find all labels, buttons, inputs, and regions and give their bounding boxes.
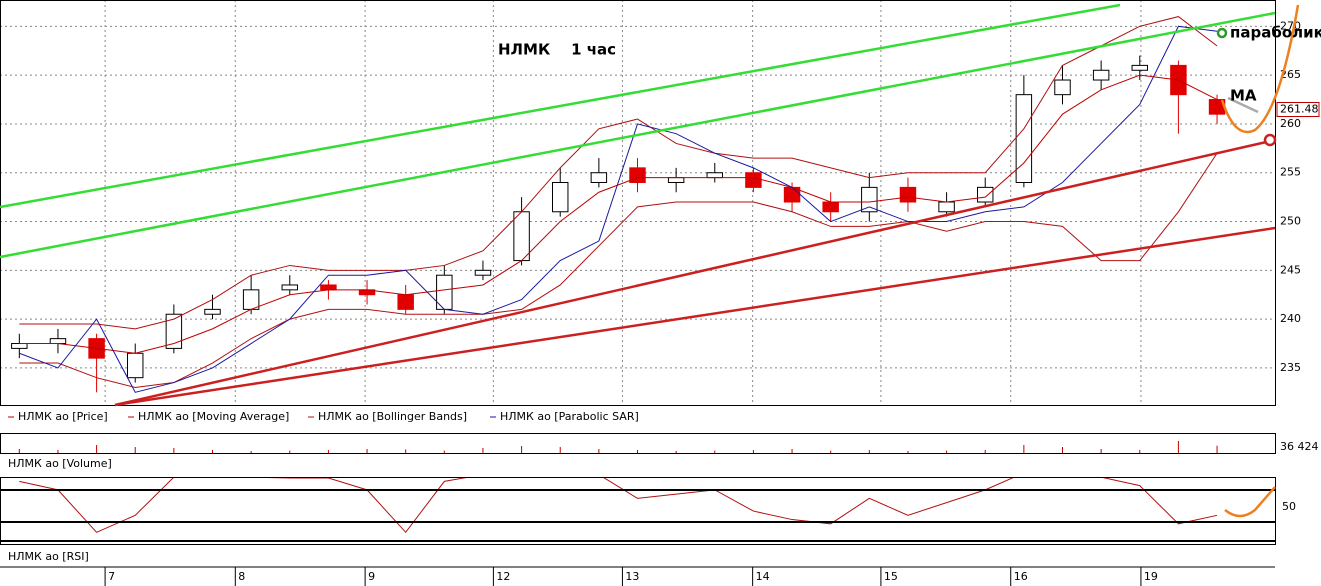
panel-label: НЛМК ао [Volume] — [8, 457, 112, 470]
y-tick-label: 255 — [1280, 166, 1301, 179]
candle-body — [1015, 94, 1033, 183]
x-tick-label: 14 — [756, 570, 770, 583]
band-lower — [19, 152, 1218, 388]
candle-body — [629, 167, 646, 183]
candle-body — [165, 313, 183, 349]
candle-body — [899, 186, 917, 203]
legend-entry: НЛМК ао [Bollinger Bands] — [318, 410, 467, 423]
rsi-line — [19, 478, 1218, 534]
candle-body — [552, 181, 569, 213]
x-tick-label: 8 — [238, 570, 245, 583]
indicator-line — [19, 74, 1218, 354]
price-panel — [0, 0, 1275, 405]
x-tick-label: 16 — [1014, 570, 1028, 583]
candle-body — [977, 186, 994, 203]
y-tick-label: 235 — [1280, 361, 1301, 374]
candle-body — [320, 284, 337, 291]
legend-entry: НЛМК ао [Moving Average] — [138, 410, 289, 423]
y-tick-label: 250 — [1280, 215, 1301, 228]
candle-body — [281, 284, 298, 291]
y-tick-label: 265 — [1280, 68, 1301, 81]
y-tick-label: 245 — [1280, 263, 1301, 276]
last-price-box — [1276, 101, 1320, 117]
x-tick-label: 9 — [368, 570, 375, 583]
candle-body — [474, 269, 492, 276]
indicator-line — [19, 25, 1218, 393]
legend-entry: НЛМК ао [Price] — [18, 410, 108, 423]
candle-body — [11, 343, 28, 349]
candle-body — [938, 201, 955, 213]
trend-lines — [0, 3, 1300, 518]
candle-body — [745, 172, 762, 188]
volume-last: 36 424 — [1280, 440, 1319, 453]
x-tick-label: 13 — [625, 570, 639, 583]
rsi-tick-label: 50 — [1282, 500, 1296, 513]
candle-body — [861, 186, 878, 213]
candle-body — [822, 201, 839, 213]
legend-entry: НЛМК ао [Parabolic SAR] — [500, 410, 639, 423]
candle-body — [49, 338, 67, 345]
last-price: 261.48 — [1280, 102, 1319, 115]
annotation: МА — [1230, 87, 1257, 105]
candle-body — [1054, 79, 1071, 96]
candle-body — [667, 177, 685, 183]
volume-frame — [0, 433, 1276, 454]
candle-body — [397, 294, 414, 310]
x-tick-label: 12 — [496, 570, 510, 583]
y-tick-label: 240 — [1280, 312, 1301, 325]
x-tick-label: 15 — [884, 570, 898, 583]
candle-body — [204, 308, 221, 315]
price-frame — [0, 0, 1276, 406]
candle-body — [1092, 69, 1110, 81]
x-tick-label: 7 — [108, 570, 115, 583]
candle-body — [706, 172, 724, 179]
candle-body — [513, 211, 530, 262]
candle-body — [1131, 64, 1148, 71]
band-upper — [19, 16, 1218, 330]
panel-label: НЛМК ао [RSI] — [8, 550, 89, 563]
rsi-frame — [0, 477, 1276, 545]
chart-title: НЛМК 1 час — [498, 41, 616, 59]
candle-body — [590, 172, 608, 183]
y-tick-label: 260 — [1280, 117, 1301, 130]
candle-body — [242, 289, 260, 310]
x-tick-label: 19 — [1144, 570, 1158, 583]
rsi-panel — [19, 478, 1218, 534]
candle-body — [127, 352, 144, 379]
annotation: параболик — [1230, 24, 1321, 42]
